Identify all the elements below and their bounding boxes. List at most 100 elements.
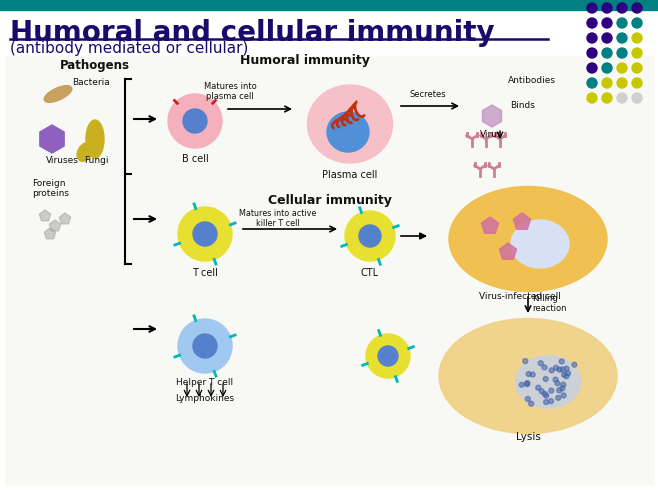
Circle shape <box>544 393 549 398</box>
Ellipse shape <box>515 356 580 408</box>
Text: Antibodies: Antibodies <box>508 76 556 85</box>
Ellipse shape <box>449 187 607 291</box>
Circle shape <box>556 395 561 400</box>
Text: Lymphokines: Lymphokines <box>176 394 234 403</box>
Circle shape <box>566 371 570 376</box>
Text: B cell: B cell <box>182 154 209 164</box>
Circle shape <box>345 211 395 261</box>
Circle shape <box>359 225 381 247</box>
Text: Helper T cell: Helper T cell <box>176 378 234 387</box>
Circle shape <box>602 78 612 88</box>
Circle shape <box>617 63 627 73</box>
Circle shape <box>560 386 565 391</box>
Circle shape <box>587 48 597 58</box>
Circle shape <box>522 359 528 364</box>
Circle shape <box>549 399 553 404</box>
Circle shape <box>587 18 597 28</box>
Circle shape <box>602 33 612 43</box>
Circle shape <box>183 109 207 133</box>
Circle shape <box>178 207 232 261</box>
Text: Pathogens: Pathogens <box>60 59 130 72</box>
Circle shape <box>168 94 222 148</box>
Circle shape <box>564 366 569 371</box>
Circle shape <box>587 93 597 103</box>
Text: Foreign
proteins: Foreign proteins <box>32 179 69 199</box>
Circle shape <box>538 361 544 366</box>
Circle shape <box>549 388 554 393</box>
Ellipse shape <box>44 85 72 102</box>
Circle shape <box>617 78 627 88</box>
Circle shape <box>602 3 612 13</box>
Circle shape <box>178 319 232 373</box>
Circle shape <box>617 33 627 43</box>
Circle shape <box>632 78 642 88</box>
Circle shape <box>525 380 530 386</box>
Text: Fungi: Fungi <box>84 156 109 165</box>
Text: Lysis: Lysis <box>516 432 540 442</box>
Text: Matures into active
killer T cell: Matures into active killer T cell <box>240 209 316 228</box>
Circle shape <box>632 63 642 73</box>
Circle shape <box>193 222 217 246</box>
Ellipse shape <box>307 85 393 163</box>
Circle shape <box>544 376 548 381</box>
Circle shape <box>559 359 564 364</box>
Bar <box>0 0 658 10</box>
Circle shape <box>617 3 627 13</box>
Circle shape <box>602 48 612 58</box>
Circle shape <box>564 373 569 379</box>
Circle shape <box>557 367 562 372</box>
Circle shape <box>542 365 547 370</box>
Circle shape <box>544 400 549 405</box>
Circle shape <box>602 93 612 103</box>
Circle shape <box>549 368 554 373</box>
Circle shape <box>561 382 566 387</box>
Text: Plasma cell: Plasma cell <box>322 170 378 180</box>
Text: (antibody mediated or cellular): (antibody mediated or cellular) <box>10 41 248 56</box>
Circle shape <box>530 372 535 377</box>
Circle shape <box>378 346 398 366</box>
Circle shape <box>561 372 567 377</box>
Text: Virus: Virus <box>480 130 503 139</box>
Circle shape <box>632 3 642 13</box>
Circle shape <box>560 367 565 372</box>
Circle shape <box>617 48 627 58</box>
Circle shape <box>557 388 562 393</box>
Circle shape <box>528 401 534 406</box>
Circle shape <box>561 393 566 398</box>
Circle shape <box>587 63 597 73</box>
Circle shape <box>632 18 642 28</box>
Bar <box>5 56 653 484</box>
Circle shape <box>572 362 577 367</box>
Circle shape <box>587 78 597 88</box>
Circle shape <box>526 371 531 376</box>
Ellipse shape <box>511 220 569 268</box>
Circle shape <box>617 18 627 28</box>
Circle shape <box>193 334 217 358</box>
Circle shape <box>542 392 547 397</box>
Circle shape <box>602 18 612 28</box>
Text: Matures into
plasma cell: Matures into plasma cell <box>203 82 257 101</box>
Circle shape <box>525 397 530 402</box>
Circle shape <box>632 93 642 103</box>
Text: Viruses: Viruses <box>46 156 79 165</box>
Ellipse shape <box>86 120 104 158</box>
Text: Secretes: Secretes <box>410 90 446 99</box>
Circle shape <box>553 377 558 382</box>
Text: Humoral and cellular immunity: Humoral and cellular immunity <box>10 19 495 47</box>
Circle shape <box>587 3 597 13</box>
Circle shape <box>536 385 541 390</box>
Ellipse shape <box>77 143 93 162</box>
Circle shape <box>519 382 524 387</box>
Text: T cell: T cell <box>192 268 218 278</box>
Text: Binds: Binds <box>510 101 535 110</box>
Text: Killing
reaction: Killing reaction <box>532 294 567 313</box>
Ellipse shape <box>439 319 617 434</box>
Circle shape <box>617 93 627 103</box>
Circle shape <box>553 365 559 370</box>
Text: Bacteria: Bacteria <box>72 78 110 87</box>
Circle shape <box>587 33 597 43</box>
Text: Humoral immunity: Humoral immunity <box>240 54 370 67</box>
Circle shape <box>555 381 560 386</box>
Text: CTL: CTL <box>361 268 379 278</box>
Circle shape <box>602 63 612 73</box>
